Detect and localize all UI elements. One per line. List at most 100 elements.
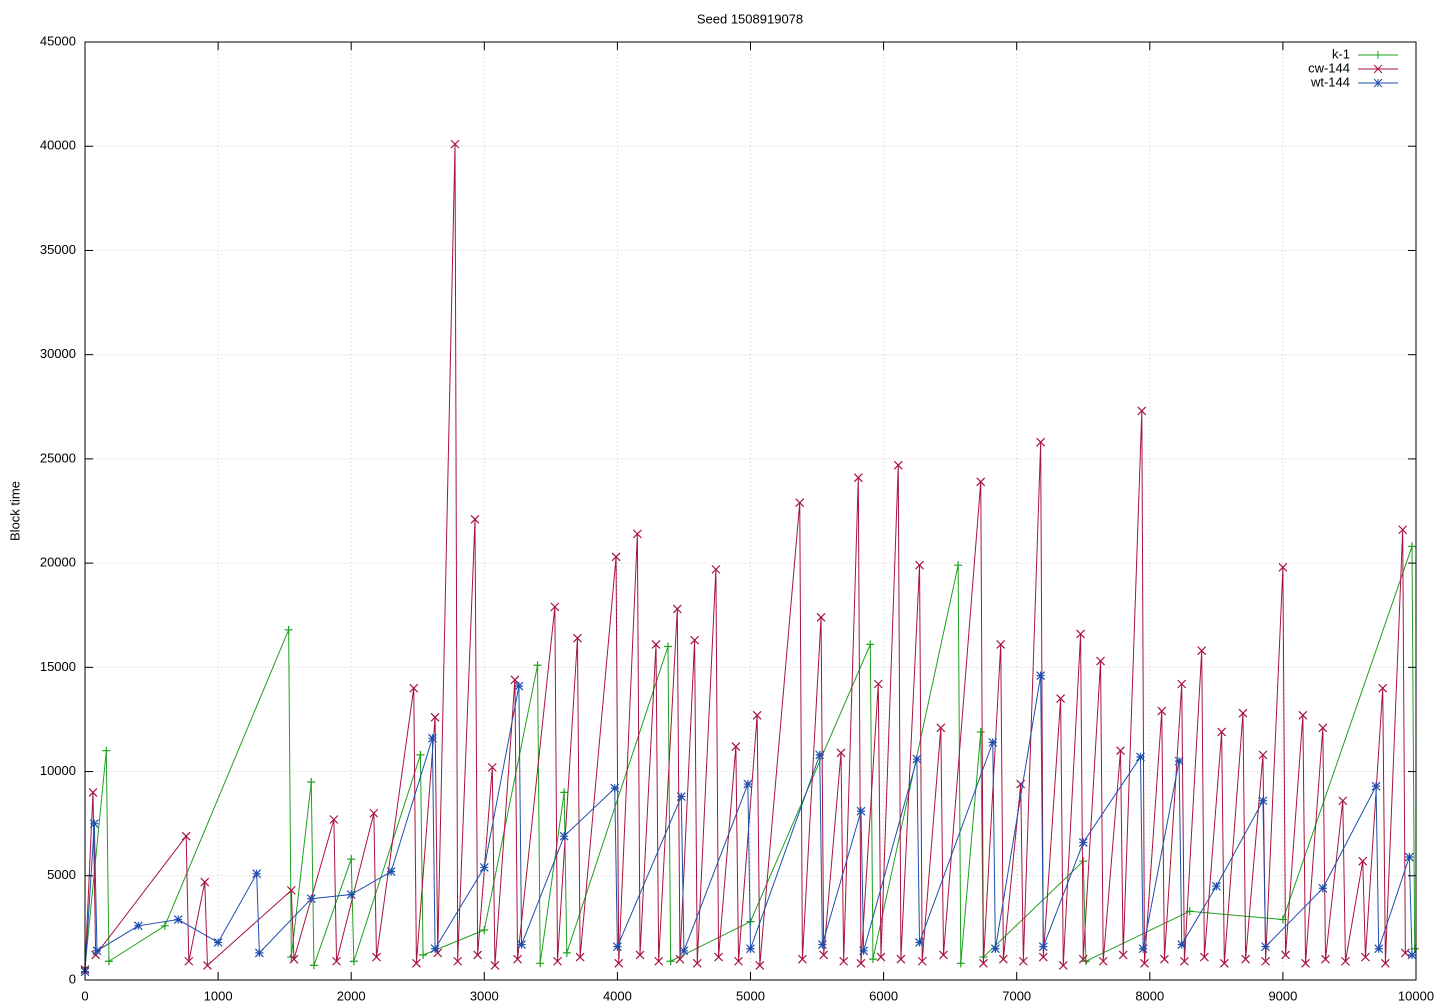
data-point [329,815,339,824]
data-point [1258,750,1268,760]
data-point [104,957,113,966]
data-point [1058,960,1068,970]
data-point [181,831,191,841]
data-point [349,957,358,966]
data-point [635,950,645,960]
y-tick-label: 20000 [40,555,76,570]
data-point [1136,752,1145,762]
data-point [1321,954,1330,964]
data-point [306,894,316,904]
data-point [614,958,624,968]
data-point [1116,746,1125,756]
data-point [1177,940,1187,949]
series-line [84,546,1416,968]
legend-label: k-1 [1332,46,1350,61]
data-point [453,956,463,966]
data-point [411,958,421,968]
data-point [1137,406,1147,416]
x-tick-label: 4000 [603,988,632,1003]
data-point [976,727,985,736]
y-tick-label: 15000 [40,659,76,674]
data-point [817,940,827,949]
data-point [369,808,379,818]
y-tick-label: 40000 [40,138,76,153]
data-point [917,956,927,966]
legend-label: wt-144 [1310,74,1350,89]
data-point [1160,954,1169,964]
data-point [1199,952,1209,962]
data-point [309,961,318,970]
data-point [979,958,988,968]
data-point [676,792,686,801]
data-point [816,612,826,622]
data-point [252,869,262,879]
data-point [856,958,866,968]
x-tick-label: 0 [81,988,88,1003]
y-tick-label: 35000 [40,242,76,257]
x-tick-label: 5000 [736,988,765,1003]
data-point [912,754,922,764]
data-point [1298,710,1308,720]
data-point [559,831,569,841]
data-point [284,625,293,634]
data-point [1241,954,1251,964]
data-point [1258,796,1268,806]
data-point [976,477,986,487]
data-point [409,683,419,693]
series-line [84,675,1413,972]
data-point [990,944,1000,954]
data-point [1174,756,1184,766]
data-point [430,944,440,954]
data-point [795,498,805,508]
data-point [654,956,664,966]
data-point [666,957,675,966]
data-point [510,675,520,685]
data-point [1398,525,1408,535]
data-point [856,806,866,816]
data-point [1138,944,1148,954]
y-tick-label: 10000 [40,763,76,778]
legend-marker [1373,64,1383,74]
data-point [536,959,545,968]
data-point [876,952,886,962]
data-point [679,946,689,956]
data-point [873,679,883,689]
x-tick-label: 10000 [1398,988,1434,1003]
data-point [200,877,210,887]
legend-marker [1373,78,1383,88]
data-point [692,958,702,968]
data-point [450,139,460,149]
data-point [517,940,526,949]
data-point [347,855,356,864]
data-point [663,642,672,651]
y-tick-label: 0 [69,971,76,986]
data-point [1098,956,1108,966]
data-point [533,661,542,670]
data-point [612,942,622,952]
data-point [1338,796,1348,806]
legend-marker [1374,51,1382,59]
data-point [998,954,1008,964]
data-point [427,733,437,743]
data-point [939,950,948,960]
data-point [102,746,111,755]
x-tick-label: 1000 [204,988,233,1003]
data-point [1318,723,1328,733]
data-point [1281,950,1290,960]
plot [80,139,1419,977]
x-tick-label: 3000 [470,988,499,1003]
data-point [1177,679,1187,689]
data-point [1278,562,1288,572]
data-point [1096,656,1105,666]
data-point [1374,944,1384,954]
data-point [755,960,765,970]
data-point [480,925,489,934]
data-point [868,955,877,964]
data-point [92,946,102,956]
data-point [1318,883,1328,893]
data-point [1197,646,1207,656]
data-point [490,960,500,970]
data-point [346,890,356,899]
